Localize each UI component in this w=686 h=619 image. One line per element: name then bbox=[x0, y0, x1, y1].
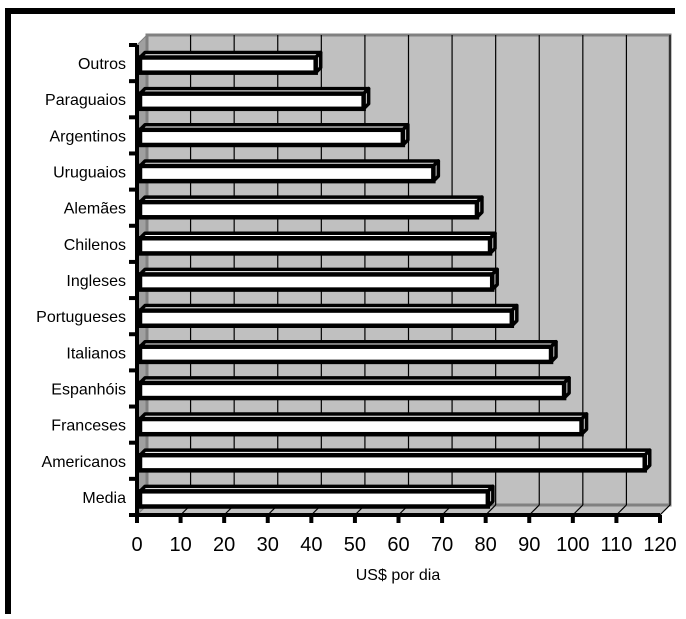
bar-ingleses bbox=[137, 267, 499, 292]
category-label-4: Alemães bbox=[64, 201, 126, 218]
category-label-2: Argentinos bbox=[50, 128, 127, 145]
x-tick-labels: 0 10 20 30 40 50 60 70 80 90 100 110 120 bbox=[131, 534, 676, 556]
category-label-5: Chilenos bbox=[64, 237, 126, 254]
bar-argentinos bbox=[137, 123, 410, 148]
category-label-6: Ingleses bbox=[66, 273, 126, 290]
bar-chilenos bbox=[137, 231, 497, 256]
x-tick-label-12: 120 bbox=[643, 534, 676, 556]
gridline-floor-12 bbox=[659, 504, 671, 516]
bar-italianos bbox=[137, 339, 558, 365]
category-label-9: Espanhóis bbox=[51, 381, 126, 398]
category-label-12: Media bbox=[82, 490, 126, 507]
x-tick-label-4: 40 bbox=[300, 534, 322, 556]
category-label-8: Italianos bbox=[66, 345, 126, 362]
bar-espanhóis bbox=[137, 376, 571, 401]
x-tick-label-6: 60 bbox=[387, 534, 409, 556]
bars bbox=[137, 50, 652, 509]
category-label-1: Paraguaios bbox=[45, 92, 126, 109]
x-tick-label-2: 20 bbox=[213, 534, 235, 556]
bar-franceses bbox=[137, 412, 589, 437]
bar-portugueses bbox=[137, 303, 519, 328]
x-tick-label-10: 100 bbox=[556, 534, 589, 556]
bar-outros bbox=[137, 50, 323, 75]
x-axis-label: US$ por dia bbox=[356, 567, 441, 584]
chart-frame bbox=[5, 8, 675, 614]
x-tick-label-8: 80 bbox=[475, 534, 497, 556]
axes bbox=[129, 43, 662, 523]
category-labels: Outros Paraguaios Argentinos Uruguaios Alemã… bbox=[36, 56, 126, 507]
category-label-11: Americanos bbox=[42, 454, 126, 471]
category-label-10: Franceses bbox=[51, 418, 126, 435]
x-tick-label-0: 0 bbox=[131, 534, 142, 556]
x-tick-label-3: 30 bbox=[257, 534, 279, 556]
bar-americanos bbox=[137, 448, 652, 473]
x-tick-label-9: 90 bbox=[518, 534, 540, 556]
x-tick-label-5: 50 bbox=[344, 534, 366, 556]
x-tick-label-7: 70 bbox=[431, 534, 453, 556]
bar-media bbox=[137, 484, 495, 509]
category-label-3: Uruguaios bbox=[53, 165, 126, 182]
bar-paraguaios bbox=[137, 86, 371, 112]
bar-uruguaios bbox=[137, 159, 441, 184]
category-label-7: Portugueses bbox=[36, 309, 126, 326]
x-tick-label-1: 10 bbox=[169, 534, 191, 556]
category-label-0: Outros bbox=[78, 56, 126, 73]
x-tick-label-11: 110 bbox=[600, 534, 632, 556]
bar-alemães bbox=[137, 195, 484, 220]
